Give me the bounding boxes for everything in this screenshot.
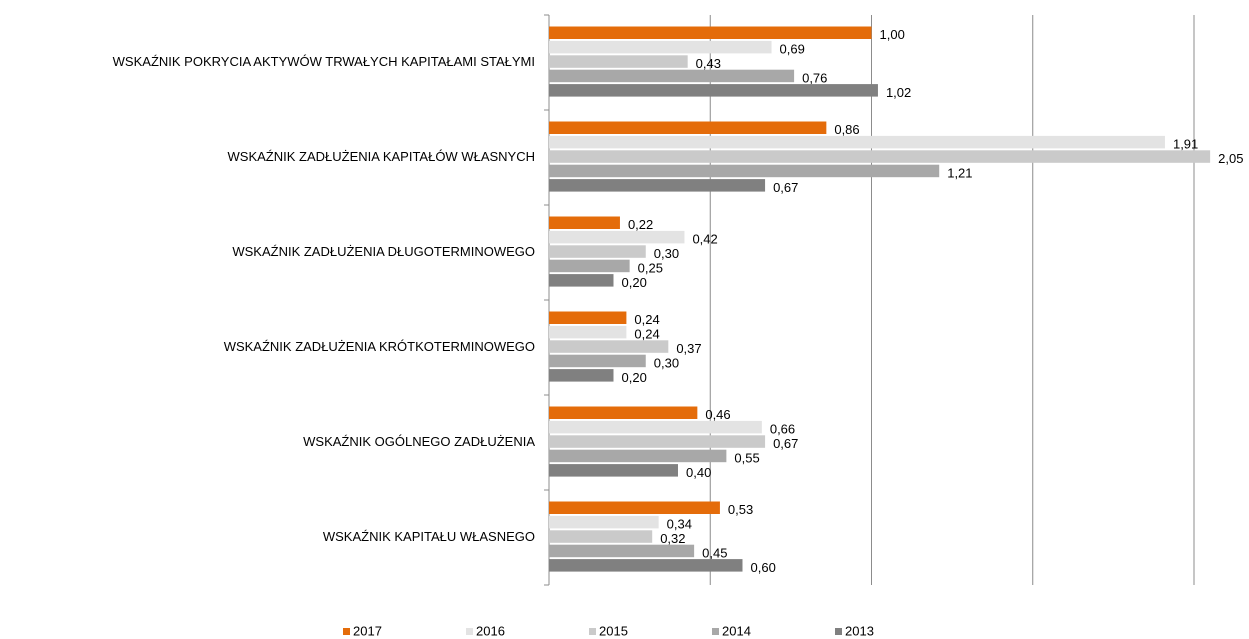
legend-swatch — [589, 628, 596, 635]
bar — [549, 179, 766, 192]
bar — [549, 340, 669, 353]
value-label: 0,43 — [696, 56, 721, 71]
bar — [549, 164, 940, 178]
value-label: 0,42 — [692, 232, 717, 247]
legend-label: 2015 — [599, 623, 628, 638]
value-label: 0,32 — [660, 531, 685, 546]
bar — [549, 40, 772, 54]
category-label: WSKAŹNIK POKRYCIA AKTYWÓW TRWAŁYCH KAPIT… — [113, 54, 535, 69]
legend-swatch — [466, 628, 473, 635]
bar — [549, 544, 695, 558]
value-label: 0,46 — [705, 407, 730, 422]
bar — [549, 406, 698, 419]
value-label: 0,24 — [634, 312, 659, 327]
legend-label: 2013 — [845, 623, 874, 638]
bar — [549, 69, 795, 83]
bar — [549, 559, 743, 572]
value-label: 0,20 — [622, 370, 647, 385]
category-label: WSKAŹNIK ZADŁUŻENIA KRÓTKOTERMINOWEGO — [224, 339, 535, 354]
bar — [549, 84, 878, 97]
bar — [549, 150, 1211, 163]
value-label: 0,24 — [634, 327, 659, 342]
bar — [549, 245, 646, 258]
category-label: WSKAŹNIK OGÓLNEGO ZADŁUŻENIA — [303, 434, 535, 449]
value-label: 0,86 — [834, 122, 859, 137]
category-label: WSKAŹNIK ZADŁUŻENIA KAPITAŁÓW WŁASNYCH — [228, 149, 535, 164]
value-label: 0,76 — [802, 70, 827, 85]
bar — [549, 530, 653, 543]
bar — [549, 121, 827, 134]
value-label: 0,53 — [728, 502, 753, 517]
bar — [549, 420, 762, 434]
bar — [549, 26, 872, 39]
value-label: 1,91 — [1173, 137, 1198, 152]
legend-swatch — [835, 628, 842, 635]
value-label: 2,05 — [1218, 151, 1243, 166]
bar — [549, 464, 678, 477]
legend-label: 2017 — [353, 623, 382, 638]
legend-label: 2016 — [476, 623, 505, 638]
bar — [549, 216, 620, 229]
bar — [549, 435, 766, 448]
value-label: 0,22 — [628, 217, 653, 232]
value-label: 1,02 — [886, 85, 911, 100]
value-label: 0,30 — [654, 246, 679, 261]
legend-swatch — [343, 628, 350, 635]
bar — [549, 311, 627, 324]
value-label: 0,25 — [638, 260, 663, 275]
value-label: 1,00 — [880, 27, 905, 42]
legend-swatch — [712, 628, 719, 635]
bar — [549, 230, 685, 244]
category-label: WSKAŹNIK ZADŁUŻENIA DŁUGOTERMINOWEGO — [232, 244, 535, 259]
bar — [549, 515, 659, 529]
value-label: 0,40 — [686, 465, 711, 480]
value-label: 0,67 — [773, 180, 798, 195]
bar — [549, 135, 1165, 149]
bar — [549, 369, 614, 382]
value-label: 0,67 — [773, 436, 798, 451]
value-label: 0,45 — [702, 545, 727, 560]
bar — [549, 274, 614, 287]
value-label: 0,55 — [734, 450, 759, 465]
bar — [549, 55, 688, 68]
bar — [549, 325, 627, 339]
bar — [549, 449, 727, 463]
bar — [549, 259, 630, 273]
value-label: 0,30 — [654, 355, 679, 370]
value-label: 0,60 — [751, 560, 776, 575]
bar — [549, 501, 720, 514]
value-label: 0,66 — [770, 422, 795, 437]
bar — [549, 354, 646, 368]
value-label: 0,37 — [676, 341, 701, 356]
category-label: WSKAŹNIK KAPITAŁU WŁASNEGO — [323, 529, 535, 544]
value-label: 0,69 — [780, 42, 805, 57]
legend-label: 2014 — [722, 623, 751, 638]
value-label: 0,20 — [622, 275, 647, 290]
value-label: 1,21 — [947, 165, 972, 180]
value-label: 0,34 — [667, 517, 692, 532]
